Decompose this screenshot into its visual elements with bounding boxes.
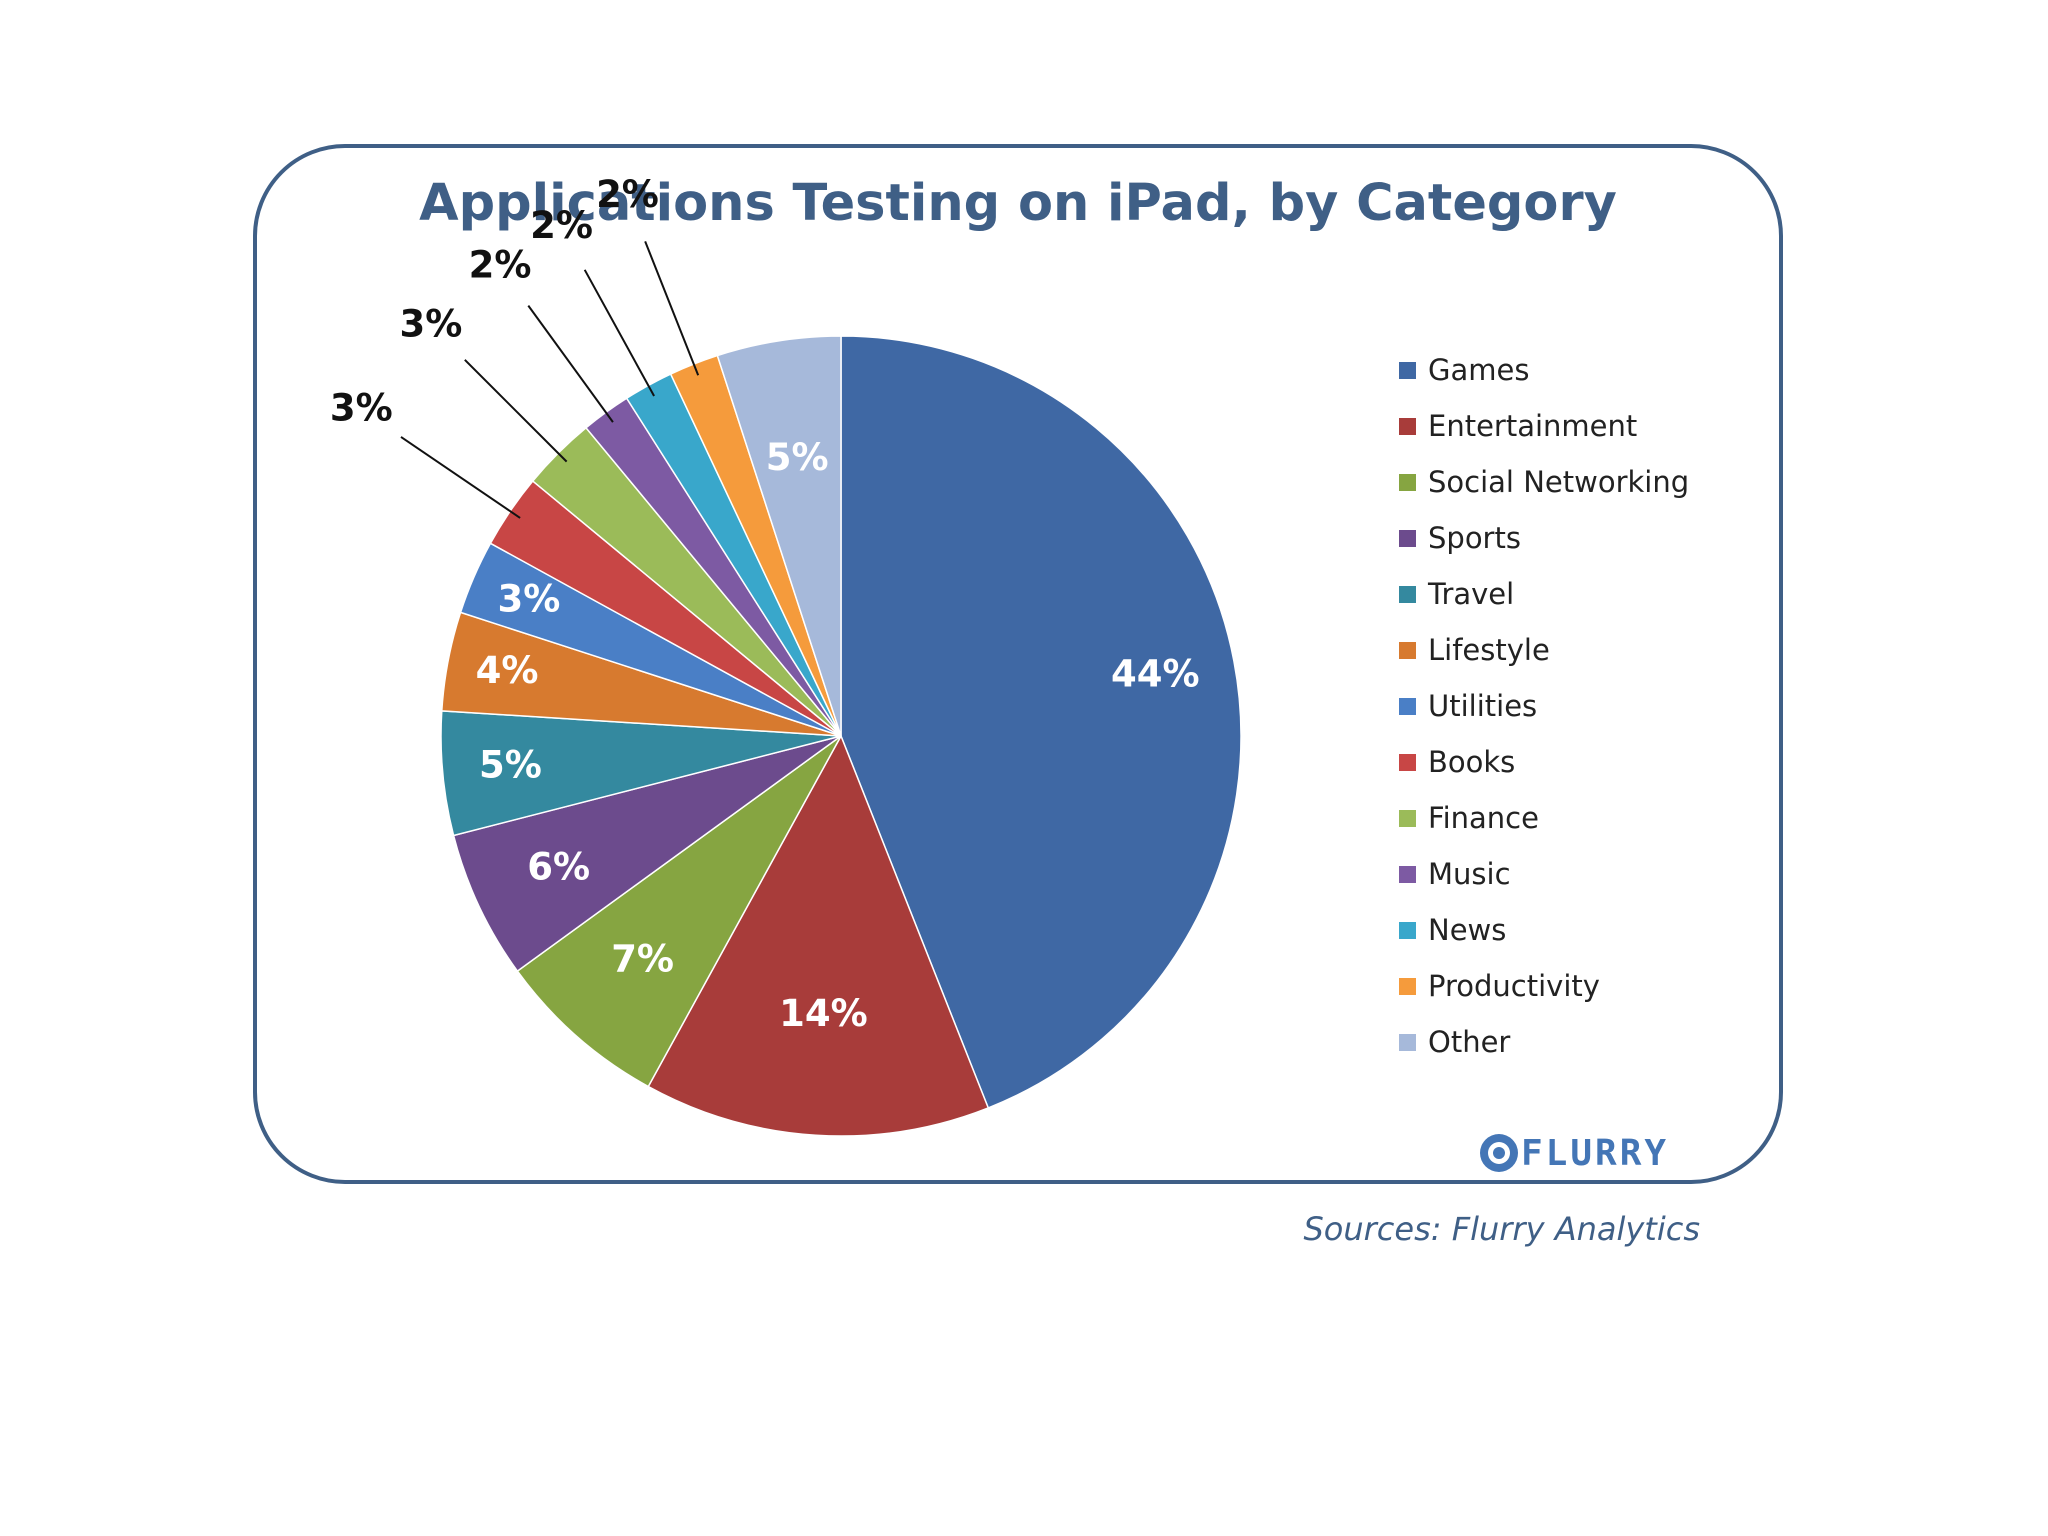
legend-item-finance: Finance <box>1399 790 1689 846</box>
legend-label: Lifestyle <box>1428 633 1550 667</box>
legend-swatch <box>1399 417 1416 435</box>
legend-label: Sports <box>1428 521 1521 555</box>
data-label-finance: 3% <box>399 302 462 345</box>
legend-swatch <box>1399 361 1416 379</box>
data-label-travel: 5% <box>479 744 542 787</box>
leader-line-news <box>583 269 655 397</box>
source-note: Sources: Flurry Analytics <box>1303 1210 1700 1248</box>
data-label-sports: 6% <box>527 845 590 888</box>
legend-label: Games <box>1428 353 1530 387</box>
data-label-entertainment: 14% <box>779 992 868 1035</box>
data-label-lifestyle: 4% <box>476 649 539 692</box>
legend-item-other: Other <box>1399 1014 1689 1070</box>
legend-swatch <box>1399 865 1416 883</box>
legend-swatch <box>1399 1033 1416 1051</box>
legend-item-music: Music <box>1399 846 1689 902</box>
legend-label: Utilities <box>1428 689 1538 723</box>
legend-label: Books <box>1428 745 1516 779</box>
data-label-music: 2% <box>469 243 532 286</box>
legend-label: Other <box>1428 1025 1511 1059</box>
data-label-news: 2% <box>530 204 593 247</box>
flurry-logo: FLURRY <box>1477 1131 1669 1175</box>
legend-label: Finance <box>1428 801 1539 835</box>
data-label-social-networking: 7% <box>611 938 674 981</box>
legend-swatch <box>1399 697 1416 715</box>
pie-slice-sports <box>452 735 842 973</box>
pie-chart: 44%14%7%6%5%4%3%3%3%2%2%2%5% <box>330 173 1242 1137</box>
legend-item-productivity: Productivity <box>1399 958 1689 1014</box>
pie-slice-games <box>840 335 1242 1109</box>
legend-label: Productivity <box>1428 969 1600 1003</box>
pie-slice-entertainment <box>647 734 990 1137</box>
legend-swatch <box>1399 529 1416 547</box>
flurry-logo-icon <box>1480 1134 1518 1172</box>
legend-item-books: Books <box>1399 734 1689 790</box>
legend-item-social-networking: Social Networking <box>1399 454 1689 510</box>
data-label-other: 5% <box>766 436 829 479</box>
legend: Games Entertainment Social Networking Sport… <box>1399 342 1689 1070</box>
chart-frame: Applications Testing on iPad, by Categor… <box>253 144 1783 1184</box>
data-label-productivity: 2% <box>596 173 659 216</box>
legend-swatch <box>1399 809 1416 827</box>
legend-item-entertainment: Entertainment <box>1399 398 1689 454</box>
legend-swatch <box>1399 921 1416 939</box>
legend-item-news: News <box>1399 902 1689 958</box>
legend-item-utilities: Utilities <box>1399 678 1689 734</box>
leader-line-productivity <box>644 240 700 376</box>
data-label-books: 3% <box>330 386 393 429</box>
legend-item-lifestyle: Lifestyle <box>1399 622 1689 678</box>
leader-line-finance <box>464 359 568 463</box>
legend-swatch <box>1399 977 1416 995</box>
leader-line-music <box>527 305 614 423</box>
legend-item-sports: Sports <box>1399 510 1689 566</box>
legend-label: Social Networking <box>1428 465 1690 499</box>
legend-swatch <box>1399 585 1416 603</box>
data-label-games: 44% <box>1111 653 1200 696</box>
flurry-logo-text: FLURRY <box>1521 1132 1670 1174</box>
pie-slice-social-networking <box>516 735 842 1088</box>
legend-label: Music <box>1428 857 1511 891</box>
legend-item-travel: Travel <box>1399 566 1689 622</box>
legend-item-games: Games <box>1399 342 1689 398</box>
legend-swatch <box>1399 641 1416 659</box>
legend-swatch <box>1399 473 1416 491</box>
leader-line-books <box>400 436 521 519</box>
legend-swatch <box>1399 753 1416 771</box>
legend-label: Travel <box>1428 577 1515 611</box>
legend-label: Entertainment <box>1428 409 1638 443</box>
legend-label: News <box>1428 913 1507 947</box>
chart-title: Applications Testing on iPad, by Categor… <box>419 174 1617 233</box>
pie-slice-other <box>716 335 842 737</box>
data-label-utilities: 3% <box>498 577 561 620</box>
